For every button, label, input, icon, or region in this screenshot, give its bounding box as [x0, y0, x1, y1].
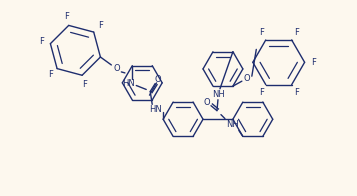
- Text: O: O: [155, 75, 161, 84]
- Text: O: O: [113, 64, 120, 74]
- Text: HN: HN: [149, 105, 162, 114]
- Text: F: F: [259, 28, 264, 37]
- Text: F: F: [82, 80, 87, 89]
- Text: O: O: [204, 98, 210, 107]
- Text: F: F: [259, 88, 264, 97]
- Text: NH: NH: [227, 120, 239, 129]
- Text: F: F: [64, 12, 69, 21]
- Text: F: F: [294, 88, 299, 97]
- Text: HN: HN: [122, 79, 135, 88]
- Text: F: F: [48, 71, 53, 80]
- Text: O: O: [243, 74, 250, 83]
- Text: F: F: [294, 28, 299, 37]
- Text: F: F: [98, 21, 102, 30]
- Text: F: F: [311, 58, 316, 67]
- Text: F: F: [39, 37, 44, 46]
- Text: NH: NH: [212, 90, 225, 99]
